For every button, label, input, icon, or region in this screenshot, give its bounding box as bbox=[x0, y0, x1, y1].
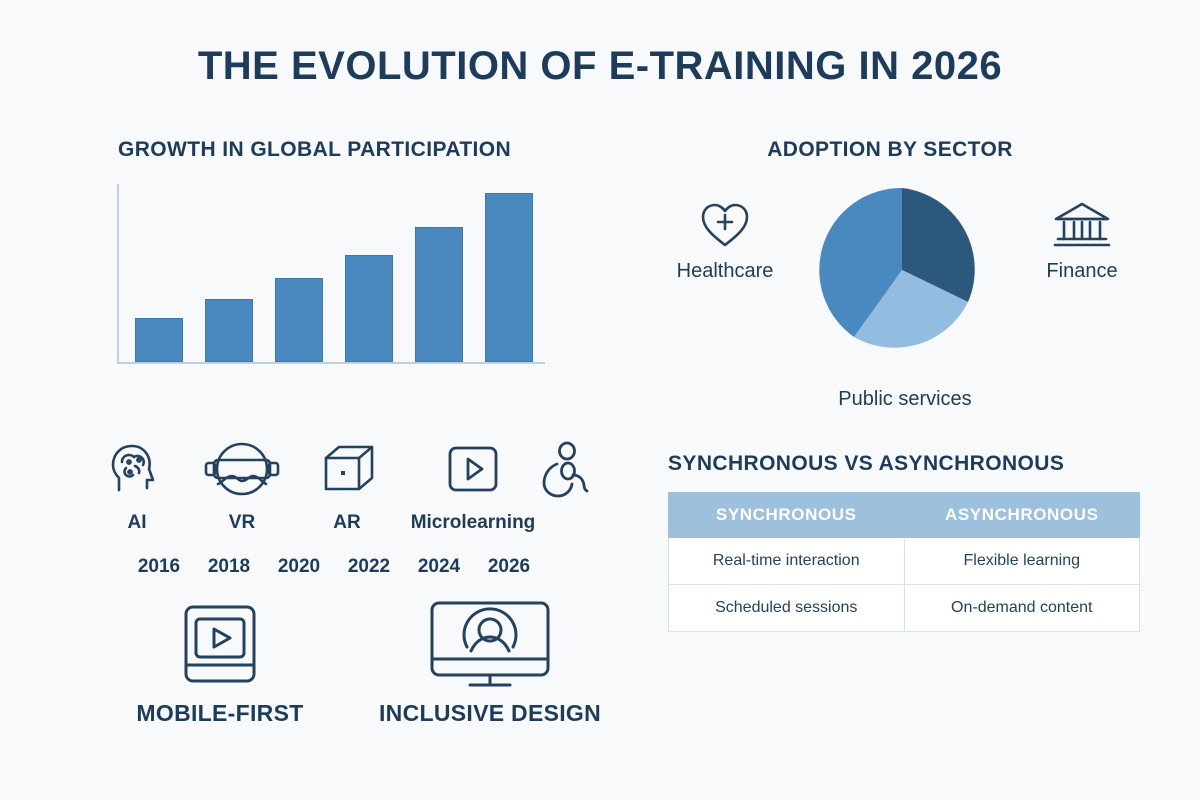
bar-2016[interactable] bbox=[135, 318, 183, 362]
feature-icon-row: MOBILE-FIRST INCLUSIVE DESIGN bbox=[110, 596, 650, 766]
table-cell: On-demand content bbox=[903, 584, 1140, 632]
table-cell: Real-time interaction bbox=[668, 537, 905, 585]
vr-headset-icon bbox=[192, 438, 292, 500]
table-header-asynchronous: ASYNCHRONOUS bbox=[903, 492, 1140, 538]
play-button-icon bbox=[388, 438, 558, 500]
bar-2018[interactable] bbox=[205, 299, 253, 362]
table-row: Real-time interaction Flexible learning bbox=[668, 537, 1140, 585]
pie-slice-finance bbox=[902, 188, 975, 302]
pie-legend-healthcare[interactable]: Healthcare bbox=[640, 198, 810, 283]
feature-label-inclusive-design: INCLUSIVE DESIGN bbox=[378, 700, 602, 726]
comparison-table-section: SYNCHRONOUS VS ASYNCHRONOUS SYNCHRONOUS … bbox=[668, 452, 1148, 632]
comparison-table: SYNCHRONOUS ASYNCHRONOUS Real-time inter… bbox=[668, 492, 1140, 632]
pie-legend-finance[interactable]: Finance bbox=[1002, 198, 1162, 283]
monitor-person-icon bbox=[360, 596, 620, 692]
tech-item-ar[interactable]: AR bbox=[302, 438, 392, 534]
x-axis-line bbox=[117, 362, 545, 364]
bank-icon bbox=[1002, 198, 1162, 252]
brain-head-icon bbox=[92, 438, 182, 500]
feature-inclusive-design[interactable]: INCLUSIVE DESIGN bbox=[360, 596, 620, 727]
table-header-row: SYNCHRONOUS ASYNCHRONOUS bbox=[668, 492, 1140, 538]
tech-item-vr[interactable]: VR bbox=[192, 438, 292, 534]
technology-icon-row: AI VR bbox=[92, 438, 612, 558]
tablet-video-icon bbox=[110, 596, 330, 692]
accessibility-icon bbox=[524, 438, 614, 500]
pie-legend-label-finance: Finance bbox=[1046, 260, 1118, 282]
tech-label-vr: VR bbox=[228, 512, 256, 533]
y-axis-line bbox=[117, 184, 119, 364]
heart-plus-icon bbox=[640, 198, 810, 252]
pie-slice-healthcare bbox=[819, 187, 902, 337]
bar-label-2018: 2018 bbox=[207, 556, 251, 577]
pie-legend-label-healthcare: Healthcare bbox=[676, 260, 774, 282]
tech-label-ar: AR bbox=[333, 512, 361, 533]
pie-chart-section: ADOPTION BY SECTOR Healthcare bbox=[640, 138, 1180, 428]
bar-chart-plot: 2016 2018 2020 2022 2024 2026 bbox=[100, 184, 560, 577]
tech-label-microlearning: Microlearning bbox=[410, 512, 536, 533]
tech-item-ai[interactable]: AI bbox=[92, 438, 182, 534]
table-row: Scheduled sessions On-demand content bbox=[668, 584, 1140, 632]
cube-icon bbox=[302, 438, 392, 500]
bar-2024[interactable] bbox=[415, 227, 463, 362]
table-header-synchronous: SYNCHRONOUS bbox=[668, 492, 905, 538]
pie-slice-public-services bbox=[854, 270, 968, 348]
bar-2020[interactable] bbox=[275, 278, 323, 362]
bar-2026[interactable] bbox=[485, 193, 533, 362]
bar-chart-section: GROWTH IN GLOBAL PARTICIPATION 2016 2018… bbox=[100, 138, 620, 577]
comparison-table-title: SYNCHRONOUS VS ASYNCHRONOUS bbox=[668, 452, 1065, 475]
table-cell: Scheduled sessions bbox=[668, 584, 905, 632]
tech-item-accessibility[interactable] bbox=[524, 438, 614, 512]
bar-label-2016: 2016 bbox=[137, 556, 181, 577]
bar-2022[interactable] bbox=[345, 255, 393, 362]
bar-label-2026: 2026 bbox=[487, 556, 531, 577]
bar-chart-title: GROWTH IN GLOBAL PARTICIPATION bbox=[118, 138, 512, 161]
tech-label-ai: AI bbox=[127, 512, 147, 533]
pie-chart-plot bbox=[817, 185, 987, 355]
pie-legend-public-services[interactable]: Public services bbox=[790, 388, 1020, 411]
pie-chart-title: ADOPTION BY SECTOR bbox=[767, 138, 1013, 161]
feature-mobile-first[interactable]: MOBILE-FIRST bbox=[110, 596, 330, 727]
tech-item-microlearning[interactable]: Microlearning bbox=[388, 438, 558, 534]
pie-legend-label-public-services: Public services bbox=[838, 388, 972, 410]
bar-label-2020: 2020 bbox=[277, 556, 321, 577]
page-title: THE EVOLUTION OF E-TRAINING IN 2026 bbox=[197, 44, 1003, 88]
feature-label-mobile-first: MOBILE-FIRST bbox=[136, 700, 304, 726]
table-cell: Flexible learning bbox=[903, 537, 1140, 585]
bar-label-2022: 2022 bbox=[347, 556, 391, 577]
bar-label-2024: 2024 bbox=[417, 556, 461, 577]
